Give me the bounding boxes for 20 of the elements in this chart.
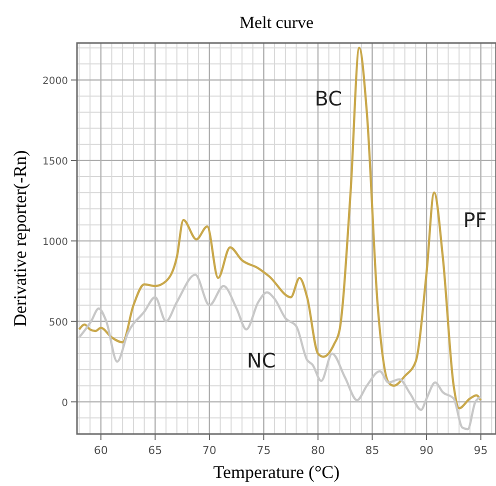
y-tick-label: 1500 xyxy=(42,156,68,168)
x-tick-label: 65 xyxy=(148,444,162,457)
x-tick-label: 70 xyxy=(202,444,216,457)
annotation: NC xyxy=(246,348,276,373)
x-tick-label: 85 xyxy=(365,444,380,457)
y-tick-label: 0 xyxy=(62,398,68,409)
annotation: BC xyxy=(314,86,342,111)
annotation: PF xyxy=(463,208,487,232)
x-tick-label: 95 xyxy=(474,444,488,457)
x-axis-title: Temperature (°C) xyxy=(213,462,340,482)
x-tick-label: 90 xyxy=(420,444,434,457)
y-tick-label: 500 xyxy=(48,317,68,328)
y-tick-label: 1000 xyxy=(42,236,68,248)
y-axis-title: Derivative reporter(-Rn) xyxy=(10,150,30,327)
chart-title: Melt curve xyxy=(239,13,314,32)
x-tick-label: 75 xyxy=(256,444,271,457)
x-tick-label: 60 xyxy=(94,444,108,457)
line-series xyxy=(78,274,482,430)
x-tick-label: 80 xyxy=(310,444,325,457)
y-tick-label: 2000 xyxy=(42,76,68,88)
